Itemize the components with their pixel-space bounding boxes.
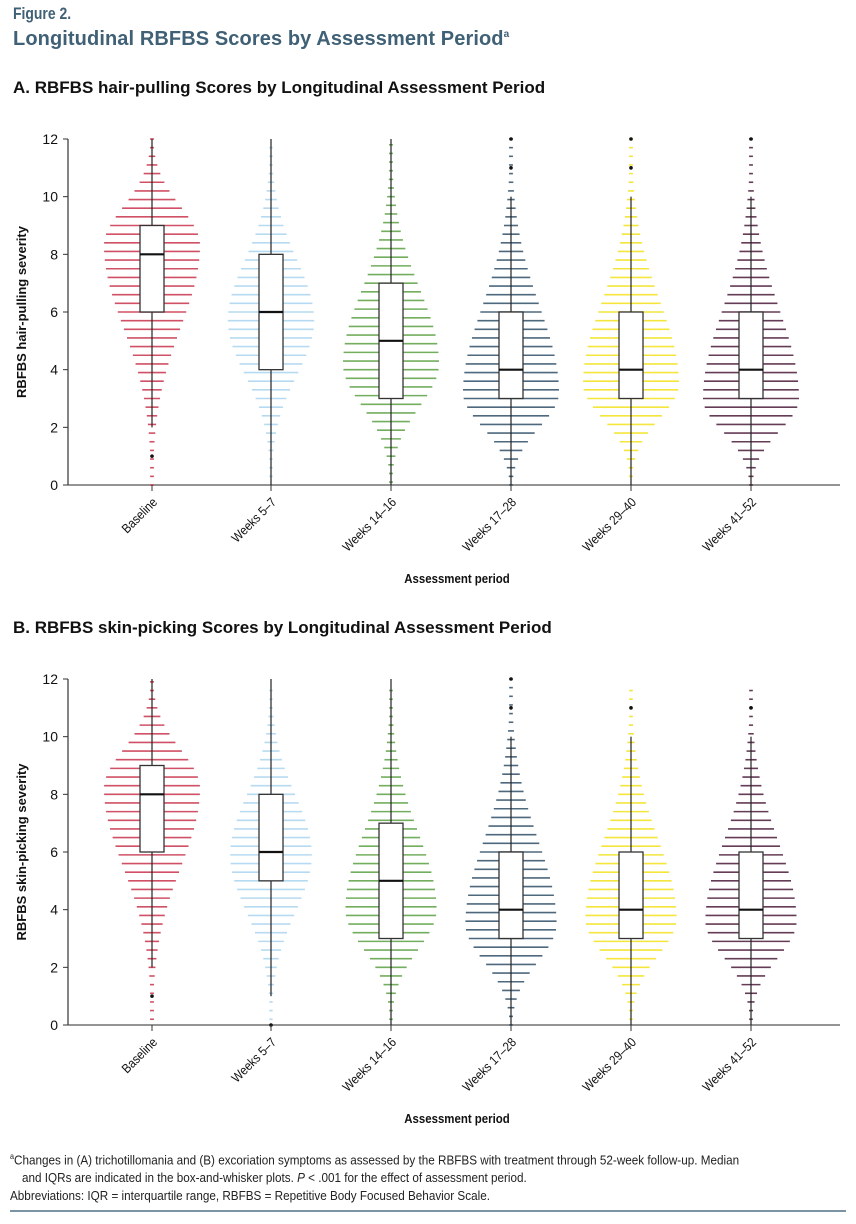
figure-label: Figure 2. bbox=[13, 4, 72, 23]
iqr-box bbox=[738, 311, 764, 400]
outlier-point bbox=[629, 137, 633, 141]
outlier-point bbox=[509, 677, 513, 681]
violin-group bbox=[703, 137, 799, 486]
violin-group bbox=[463, 137, 559, 486]
y-tick-label: 2 bbox=[50, 959, 58, 975]
x-tick-label: Weeks 41–52 bbox=[699, 495, 759, 555]
footnote-a-continued: and IQRs are indicated in the box-and-wh… bbox=[22, 1170, 527, 1185]
y-tick-label: 6 bbox=[50, 304, 58, 320]
footnote-mark: a bbox=[10, 1152, 15, 1161]
iqr-box bbox=[618, 311, 644, 400]
x-tick-label: Weeks 41–52 bbox=[699, 1035, 759, 1095]
y-tick-label: 10 bbox=[42, 189, 58, 205]
y-tick-label: 6 bbox=[50, 844, 58, 860]
iqr-box bbox=[498, 311, 524, 400]
violin-group bbox=[227, 139, 315, 485]
violin-group bbox=[583, 137, 679, 485]
iqr-box bbox=[139, 224, 165, 313]
violin-group bbox=[705, 689, 797, 1025]
chart-a: 0 2 4 6 8 10 12 RBFBS hair-pulling severity Asse… bbox=[14, 131, 840, 586]
outlier-point bbox=[629, 706, 633, 710]
violin-group bbox=[465, 677, 557, 1026]
y-tick-label: 0 bbox=[50, 1017, 58, 1033]
footnote-abbreviations: Abbreviations: IQR = interquartile range… bbox=[10, 1188, 490, 1203]
x-tick-label: Weeks 5–7 bbox=[228, 1035, 279, 1086]
figure-title-text: Longitudinal RBFBS Scores by Assessment … bbox=[13, 28, 504, 50]
y-tick-label: 10 bbox=[42, 729, 58, 745]
violin-group bbox=[585, 689, 677, 1025]
y-tick-label: 8 bbox=[50, 246, 58, 262]
outlier-point bbox=[150, 454, 154, 458]
panel-b-title: B. RBFBS skin-picking Scores by Longitud… bbox=[13, 618, 552, 637]
footnote-a: aChanges in (A) trichotillomania and (B)… bbox=[10, 1152, 739, 1167]
iqr-box bbox=[258, 793, 284, 882]
violin-group bbox=[345, 679, 437, 1025]
footnote-line-2-pre: and IQRs are indicated in the box-and-wh… bbox=[22, 1170, 298, 1185]
iqr-box bbox=[498, 851, 524, 940]
violin-group bbox=[104, 679, 200, 1021]
x-tick-label: Weeks 29–40 bbox=[579, 1035, 639, 1095]
x-tick-label: Weeks 14–16 bbox=[339, 495, 399, 555]
y-tick-label: 12 bbox=[42, 671, 58, 687]
x-tick-label: Baseline bbox=[119, 1035, 161, 1077]
outlier-point bbox=[150, 994, 154, 998]
x-tick-label: Weeks 17–28 bbox=[459, 1035, 519, 1095]
iqr-box bbox=[618, 851, 644, 940]
y-tick-label: 4 bbox=[50, 362, 58, 378]
outlier-point bbox=[509, 137, 513, 141]
y-tick-label: 4 bbox=[50, 902, 58, 918]
footnote-p-symbol: P bbox=[297, 1170, 305, 1185]
figure-title: Longitudinal RBFBS Scores by Assessment … bbox=[13, 28, 509, 51]
y-tick-label: 2 bbox=[50, 419, 58, 435]
y-axis-label: RBFBS hair-pulling severity bbox=[14, 225, 29, 398]
x-tick-label: Weeks 29–40 bbox=[579, 495, 639, 555]
x-axis-label: Assessment period bbox=[404, 1111, 509, 1126]
violin-group bbox=[230, 679, 312, 1027]
footnote-line-1: Changes in (A) trichotillomania and (B) … bbox=[14, 1152, 740, 1168]
iqr-box bbox=[738, 851, 764, 940]
x-tick-label: Weeks 17–28 bbox=[459, 495, 519, 555]
x-tick-label: Weeks 5–7 bbox=[228, 495, 279, 546]
outlier-point bbox=[629, 166, 633, 170]
violin-group bbox=[343, 139, 439, 485]
violin-group bbox=[104, 138, 200, 486]
outlier-point bbox=[749, 137, 753, 141]
figure-title-footnote-mark: a bbox=[503, 29, 510, 40]
outlier-point bbox=[749, 706, 753, 710]
x-tick-label: Weeks 14–16 bbox=[339, 1035, 399, 1095]
y-tick-label: 8 bbox=[50, 786, 58, 802]
panel-a-title: A. RBFBS hair-pulling Scores by Longitud… bbox=[13, 78, 546, 97]
chart-b: 0 2 4 6 8 10 12 RBFBS skin-picking severity Asse… bbox=[14, 671, 840, 1126]
x-axis-label: Assessment period bbox=[404, 571, 509, 586]
outlier-point bbox=[509, 166, 513, 170]
footnote-line-2-post: < .001 for the effect of assessment peri… bbox=[304, 1170, 527, 1185]
y-axis-label: RBFBS skin-picking severity bbox=[14, 763, 29, 941]
outlier-point bbox=[509, 706, 513, 710]
x-tick-label: Baseline bbox=[119, 495, 161, 537]
bottom-rule bbox=[10, 1210, 846, 1212]
iqr-box bbox=[139, 764, 165, 853]
y-tick-label: 0 bbox=[50, 477, 58, 493]
y-tick-label: 12 bbox=[42, 131, 58, 147]
